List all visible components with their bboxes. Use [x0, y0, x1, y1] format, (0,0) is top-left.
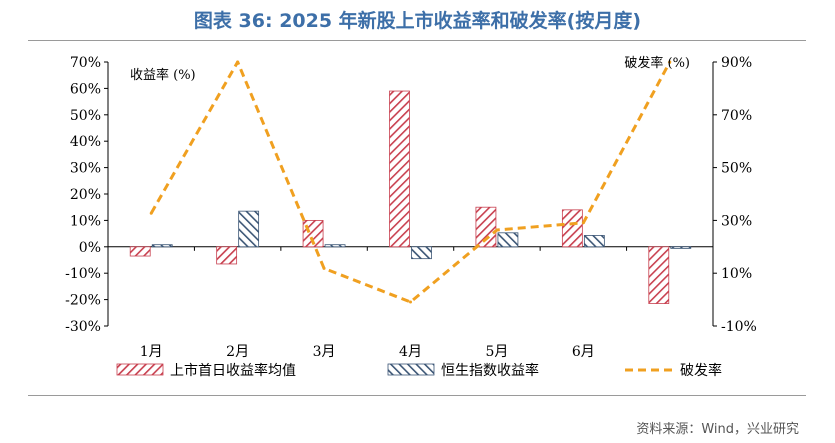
footer-divider: [28, 395, 806, 396]
bars: [129, 90, 692, 304]
right-tick-label: 90%: [721, 55, 752, 71]
bar: [238, 210, 260, 248]
left-tick-label: -20%: [65, 293, 101, 309]
bar: [497, 232, 519, 248]
bar: [151, 244, 173, 248]
line-point: [149, 211, 153, 215]
left-tick-label: 20%: [70, 187, 101, 203]
left-tick-label: 0%: [79, 240, 101, 256]
category-label: 4月: [399, 344, 422, 360]
line-point: [409, 300, 412, 304]
line-point: [581, 221, 585, 225]
labels: -30% -20% -10% 0% 10% 20% 30% 40% 50% 60% 70% -10% 1…: [65, 55, 757, 360]
left-tick-label: 10%: [70, 213, 101, 229]
left-tick-label: 70%: [70, 55, 101, 71]
bar: [475, 206, 497, 248]
bar: [561, 209, 583, 248]
legend-label-series3: 破发率: [680, 362, 722, 379]
category-label: 5月: [485, 344, 508, 360]
left-tick-label: -30%: [65, 319, 101, 335]
bar: [389, 90, 410, 248]
bar: [411, 246, 432, 260]
break-rate-line: [149, 60, 672, 304]
legend-swatch-series2: [387, 363, 435, 376]
legend-swatch-series1: [116, 363, 164, 376]
bar: [324, 244, 346, 248]
bar: [583, 235, 605, 248]
break-rate-series: [149, 60, 672, 304]
right-tick-label: 10%: [721, 266, 752, 282]
line-point: [495, 228, 499, 232]
right-tick-label: 30%: [721, 213, 752, 229]
chart-title: 图表 36: 2025 年新股上市收益率和破发率(按月度): [193, 10, 642, 32]
right-tick-label: -10%: [721, 319, 757, 335]
axes: [104, 61, 717, 327]
left-tick-label: 30%: [70, 161, 101, 177]
line-point: [322, 266, 326, 270]
right-tick-label: 50%: [721, 161, 752, 177]
right-axis-title: 破发率 (%): [624, 55, 690, 71]
legend: 上市首日收益率均值 恒生指数收益率 破发率: [116, 362, 722, 379]
line-point: [236, 60, 240, 64]
bar: [129, 246, 151, 257]
category-label: 6月: [572, 344, 595, 360]
line-point: [668, 60, 672, 64]
right-tick-label: 70%: [721, 108, 752, 124]
source-note: 资料来源：Wind，兴业研究: [636, 422, 799, 437]
bar: [648, 246, 670, 304]
category-label: 1月: [140, 344, 163, 360]
bar: [670, 246, 692, 249]
left-axis-title: 收益率 (%): [130, 67, 196, 83]
bar: [216, 246, 238, 265]
title-divider: [28, 40, 806, 41]
left-tick-label: 40%: [70, 134, 101, 150]
category-label: 2月: [226, 344, 249, 360]
left-tick-label: 60%: [70, 81, 101, 97]
legend-label-series1: 上市首日收益率均值: [170, 362, 296, 379]
category-label: 3月: [313, 344, 336, 360]
legend-label-series2: 恒生指数收益率: [441, 362, 539, 379]
left-tick-label: 50%: [70, 108, 101, 124]
left-tick-label: -10%: [65, 266, 101, 282]
